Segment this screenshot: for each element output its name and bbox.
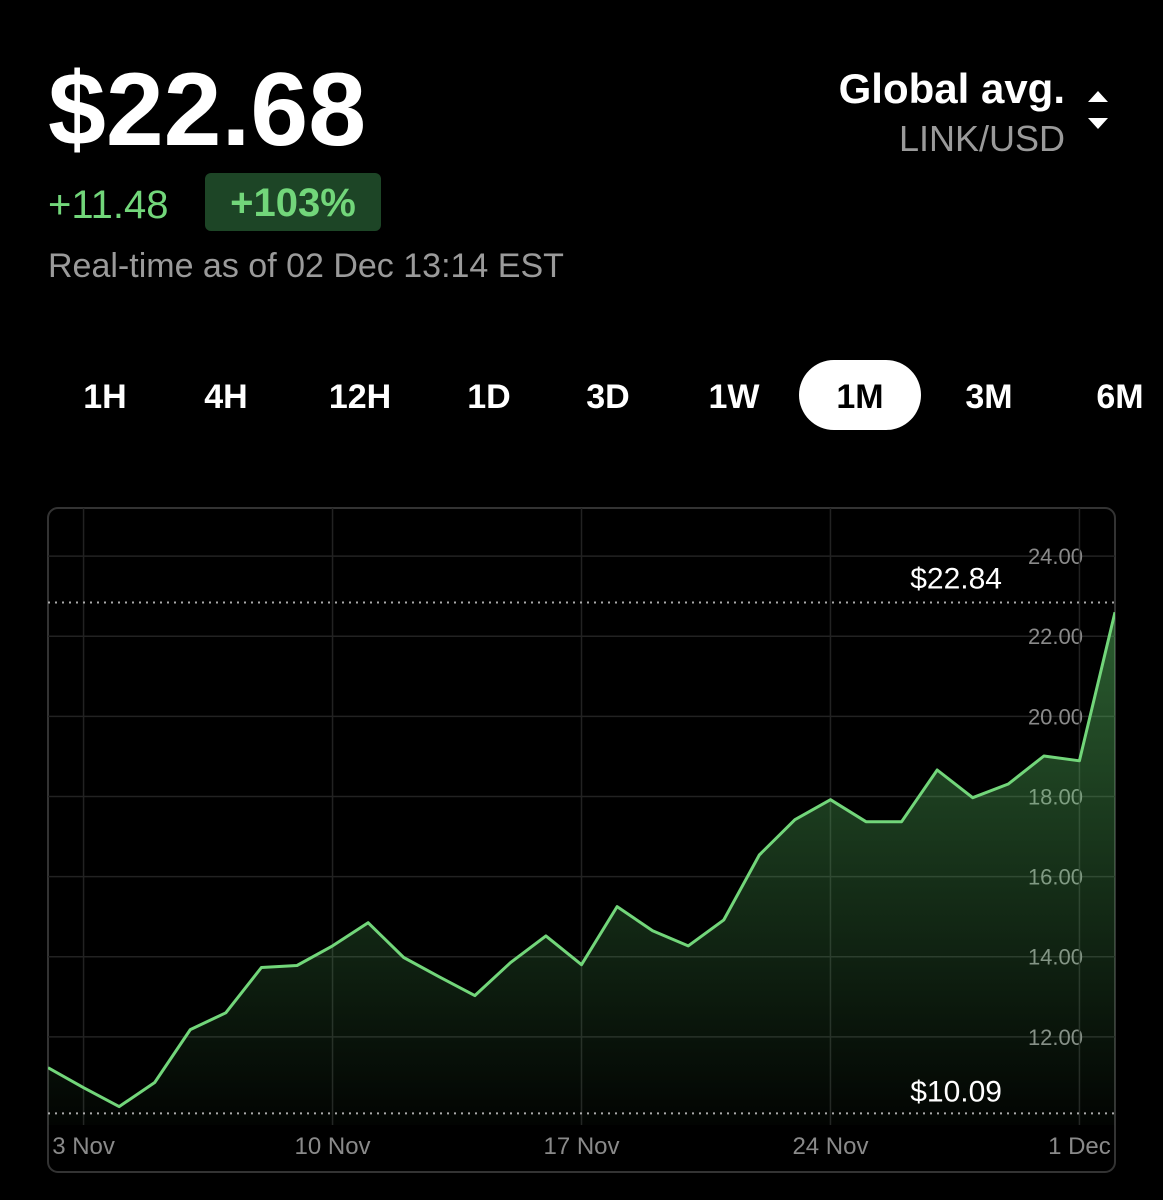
source[interactable]: Global avg. — [839, 65, 1065, 112]
x-tick-label: 17 Nov — [543, 1133, 619, 1160]
x-tick-label: 3 Nov — [52, 1133, 115, 1160]
tab[interactable]: 4H — [204, 378, 247, 416]
tabs: 1H 4H 12H 1D 3D 1W 1M 3M 6M — [83, 360, 1144, 430]
tab[interactable]: 1H — [83, 378, 126, 416]
timestamp: Real-time as of 02 Dec 13:14 EST — [48, 247, 564, 285]
area — [48, 612, 1115, 1125]
y-tick-label: 22.00 — [1028, 624, 1083, 649]
x-tick-label: 1 Dec — [1048, 1133, 1111, 1160]
tab[interactable]: 12H — [329, 378, 391, 416]
tab[interactable]: 1W — [709, 378, 761, 416]
line — [48, 611, 1115, 1109]
tab[interactable]: 1D — [467, 378, 510, 416]
tab[interactable]: 3M — [965, 378, 1012, 416]
high-label: $22.84 — [910, 563, 1002, 596]
low-label: $10.09 — [910, 1075, 1002, 1108]
tab[interactable]: 1M — [836, 378, 883, 416]
change: +11.48 — [48, 183, 169, 227]
pair: LINK/USD — [899, 118, 1065, 159]
change-badge — [205, 173, 381, 231]
tab-selected-bg — [799, 360, 921, 430]
x-tick-label: 24 Nov — [792, 1133, 868, 1160]
x-tick-label: 10 Nov — [295, 1133, 371, 1160]
tab[interactable]: 6M — [1096, 378, 1143, 416]
selector-icon[interactable] — [1088, 91, 1108, 129]
y-tick-label: 20.00 — [1028, 704, 1083, 729]
price: $22.68 — [48, 52, 366, 168]
tab[interactable]: 3D — [586, 378, 629, 416]
change-pct: +103% — [230, 181, 356, 225]
y-tick-label: 24.00 — [1028, 544, 1083, 569]
